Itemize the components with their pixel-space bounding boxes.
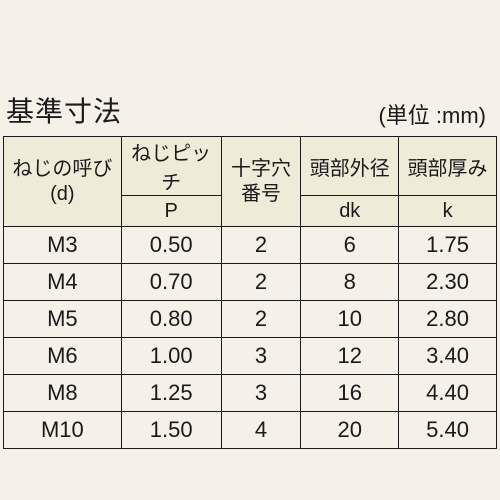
col-header-od-l1: 頭部外径 xyxy=(301,137,399,196)
col-header-thk-l1: 頭部厚み xyxy=(399,137,497,196)
cell: 3 xyxy=(221,338,301,375)
table-body: M3 0.50 2 6 1.75 M4 0.70 2 8 2.30 M5 0.8… xyxy=(4,227,497,449)
col-header-name-l1: ねじの呼び xyxy=(12,158,112,180)
col-header-pitch-l2: P xyxy=(121,196,221,227)
heading-row: 基準寸法 (単位 :mm) xyxy=(0,90,500,136)
cell: M3 xyxy=(4,227,122,264)
table-row: M8 1.25 3 16 4.40 xyxy=(4,375,497,412)
col-header-cross: 十字穴 番号 xyxy=(221,137,301,227)
cell: 2.80 xyxy=(399,301,497,338)
col-header-name-l2: (d) xyxy=(4,182,121,207)
cell: 5.40 xyxy=(399,412,497,449)
cell: 2 xyxy=(221,264,301,301)
col-header-cross-l2: 番号 xyxy=(222,182,301,207)
cell: 20 xyxy=(301,412,399,449)
page-root: 基準寸法 (単位 :mm) ねじの呼び (d) ねじピッチ 十字穴 番号 xyxy=(0,0,500,500)
col-header-thk-l2: k xyxy=(399,196,497,227)
cell: 1.50 xyxy=(121,412,221,449)
cell: 10 xyxy=(301,301,399,338)
cell: M10 xyxy=(4,412,122,449)
cell: 0.80 xyxy=(121,301,221,338)
cell: 3 xyxy=(221,375,301,412)
cell: 3.40 xyxy=(399,338,497,375)
table-title: 基準寸法 xyxy=(6,90,122,130)
cell: 1.25 xyxy=(121,375,221,412)
table-row: M3 0.50 2 6 1.75 xyxy=(4,227,497,264)
unit-label: (単位 :mm) xyxy=(378,98,486,130)
cell: 1.00 xyxy=(121,338,221,375)
cell: 6 xyxy=(301,227,399,264)
cell: 0.70 xyxy=(121,264,221,301)
spec-table: ねじの呼び (d) ねじピッチ 十字穴 番号 頭部外径 頭部厚み P dk k xyxy=(3,136,497,449)
table-row: M6 1.00 3 12 3.40 xyxy=(4,338,497,375)
cell: 16 xyxy=(301,375,399,412)
col-header-name: ねじの呼び (d) xyxy=(4,137,122,227)
table-header: ねじの呼び (d) ねじピッチ 十字穴 番号 頭部外径 頭部厚み P dk k xyxy=(4,137,497,227)
cell: 0.50 xyxy=(121,227,221,264)
table-row: M4 0.70 2 8 2.30 xyxy=(4,264,497,301)
cell: 2 xyxy=(221,301,301,338)
col-header-cross-l1: 十字穴 xyxy=(231,158,291,180)
table-row: M10 1.50 4 20 5.40 xyxy=(4,412,497,449)
cell: 2.30 xyxy=(399,264,497,301)
cell: 12 xyxy=(301,338,399,375)
col-header-pitch-l1: ねじピッチ xyxy=(121,137,221,196)
cell: 1.75 xyxy=(399,227,497,264)
cell: 4.40 xyxy=(399,375,497,412)
cell: M8 xyxy=(4,375,122,412)
cell: 8 xyxy=(301,264,399,301)
table-row: M5 0.80 2 10 2.80 xyxy=(4,301,497,338)
cell: M5 xyxy=(4,301,122,338)
cell: M6 xyxy=(4,338,122,375)
cell: 4 xyxy=(221,412,301,449)
cell: 2 xyxy=(221,227,301,264)
col-header-od-l2: dk xyxy=(301,196,399,227)
cell: M4 xyxy=(4,264,122,301)
